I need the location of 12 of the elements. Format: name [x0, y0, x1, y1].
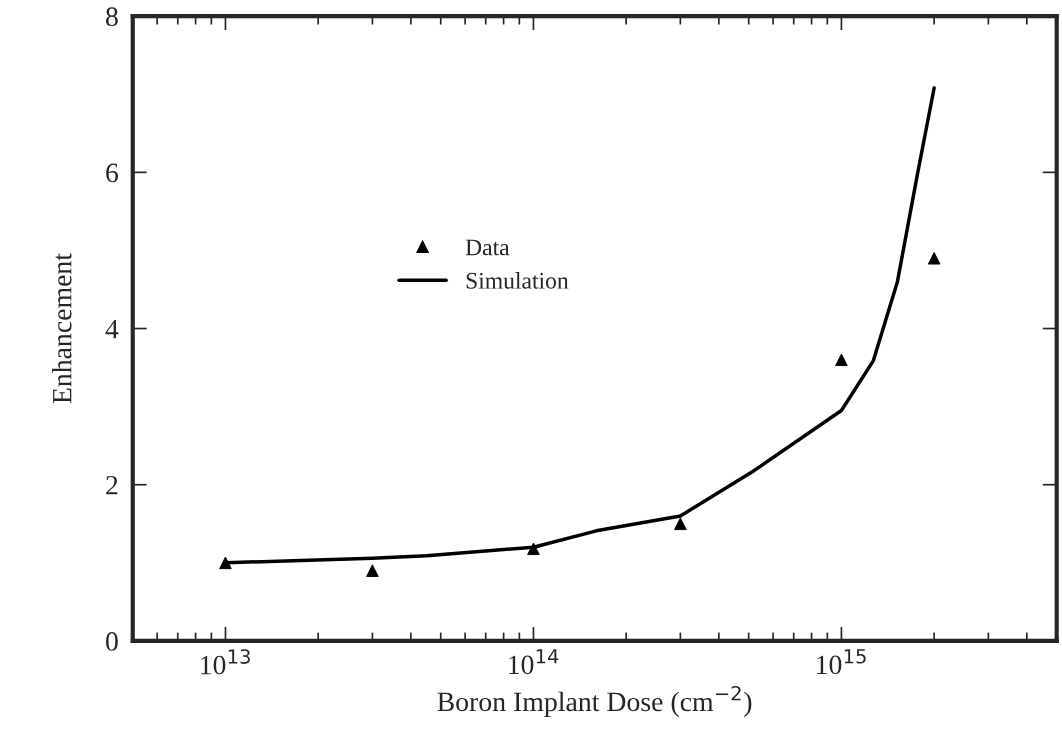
y-tick-label: 2 — [106, 475, 118, 495]
legend-label: Simulation — [466, 272, 569, 289]
y-tick-label: 4 — [105, 319, 119, 339]
y-tick-label: 8 — [106, 7, 118, 27]
x-tick-label: 10$^{14}$ — [509, 649, 559, 675]
y-tick-label: 6 — [106, 163, 119, 183]
y-axis-title: Enhancement — [52, 253, 72, 404]
x-tick-label: 10$^{13}$ — [201, 649, 250, 675]
y-tick-label: 0 — [106, 632, 118, 651]
x-tick-label: 10$^{15}$ — [817, 649, 866, 675]
legend-label: Data — [465, 239, 510, 256]
x-axis-title: Boron Implant Dose (cm$^{−2}$) — [437, 685, 752, 717]
